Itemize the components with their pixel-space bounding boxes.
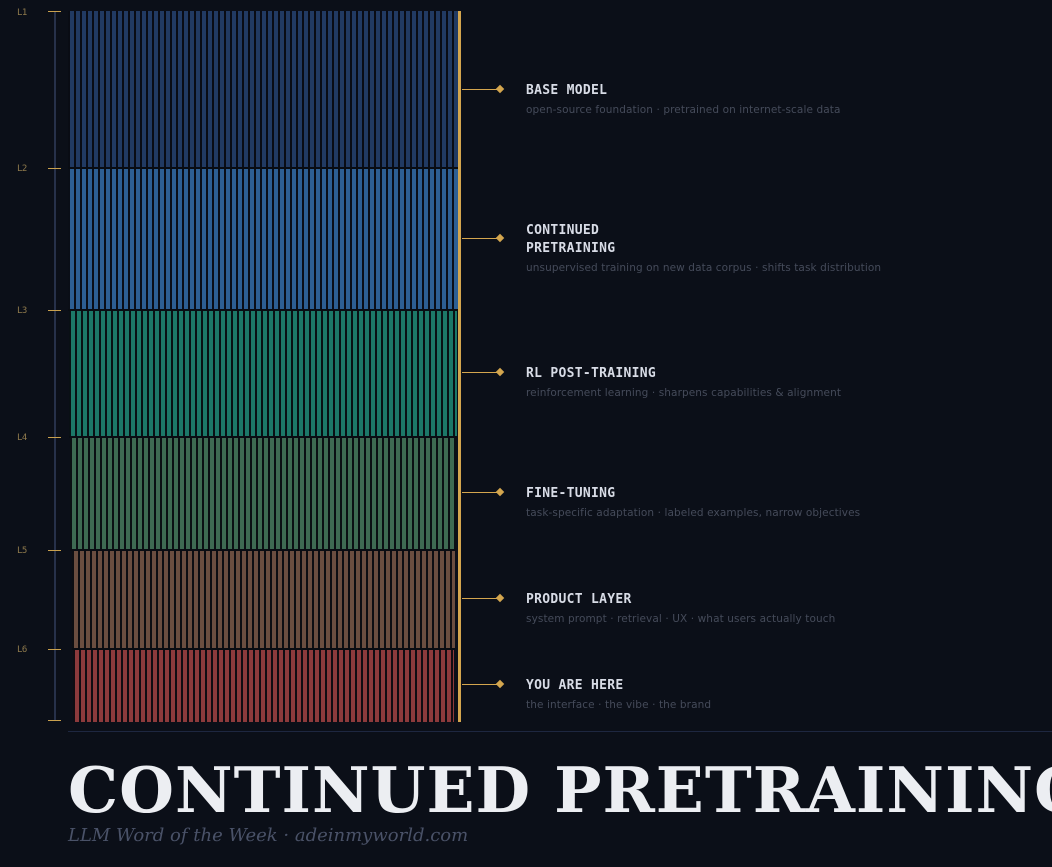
diamond-marker-icon <box>495 233 505 243</box>
layer-you-are-here <box>73 650 454 722</box>
page-title: CONTINUED PRETRAINING <box>68 753 1052 827</box>
axis-label-l3: L3 <box>17 306 27 316</box>
layer-title-base-model: BASE MODEL <box>526 83 608 98</box>
axis-tick-bottom <box>48 720 61 721</box>
axis-label-l2: L2 <box>17 164 27 174</box>
layer-subtitle-rl-post-training: reinforcement learning · sharpens capabi… <box>526 387 842 399</box>
layer-title-you-are-here: YOU ARE HERE <box>526 678 624 693</box>
layer-subtitle-continued-pretraining: unsupervised training on new data corpus… <box>526 262 882 274</box>
layer-axis-line <box>54 11 56 721</box>
axis-label-l4: L4 <box>17 433 27 443</box>
layer-title-line: CONTINUED <box>526 223 600 238</box>
layer-title-continued-pretraining: CONTINUED PRETRAINING <box>526 222 615 258</box>
page-subtitle: LLM Word of the Week · adeinmyworld.com <box>68 825 469 846</box>
connector-line <box>462 372 499 373</box>
layer-base-model <box>68 11 458 169</box>
layer-subtitle-product-layer: system prompt · retrieval · UX · what us… <box>526 613 836 625</box>
diamond-marker-icon <box>495 367 505 377</box>
diamond-marker-icon <box>495 679 505 689</box>
stack-edge-bar <box>458 11 461 722</box>
axis-tick-l4 <box>48 437 61 438</box>
layer-continued-pretraining <box>68 169 458 311</box>
connector-line <box>462 238 499 239</box>
axis-label-l6: L6 <box>17 645 27 655</box>
axis-tick-l1 <box>48 11 61 12</box>
connector-line <box>462 598 499 599</box>
layer-rl-post-training <box>69 311 457 438</box>
layer-title-rl-post-training: RL POST-TRAINING <box>526 366 657 381</box>
axis-label-l1: L1 <box>17 8 27 18</box>
layer-title-product-layer: PRODUCT LAYER <box>526 592 632 607</box>
axis-tick-l2 <box>48 168 61 169</box>
layer-subtitle-base-model: open-source foundation · pretrained on i… <box>526 104 841 116</box>
axis-tick-l3 <box>48 310 61 311</box>
layer-subtitle-you-are-here: the interface · the vibe · the brand <box>526 699 712 711</box>
connector-line <box>462 684 499 685</box>
diamond-marker-icon <box>495 84 505 94</box>
footer-divider <box>68 731 1052 732</box>
axis-label-l5: L5 <box>17 546 27 556</box>
connector-line <box>462 89 499 90</box>
layer-product-layer <box>72 551 455 650</box>
diamond-marker-icon <box>495 487 505 497</box>
axis-tick-l5 <box>48 550 61 551</box>
diamond-marker-icon <box>495 593 505 603</box>
layer-fine-tuning <box>70 438 456 551</box>
layer-subtitle-fine-tuning: task-specific adaptation · labeled examp… <box>526 507 861 519</box>
connector-line <box>462 492 499 493</box>
axis-tick-l6 <box>48 649 61 650</box>
layer-title-line: PRETRAINING <box>526 241 616 256</box>
layer-title-fine-tuning: FINE-TUNING <box>526 486 616 501</box>
